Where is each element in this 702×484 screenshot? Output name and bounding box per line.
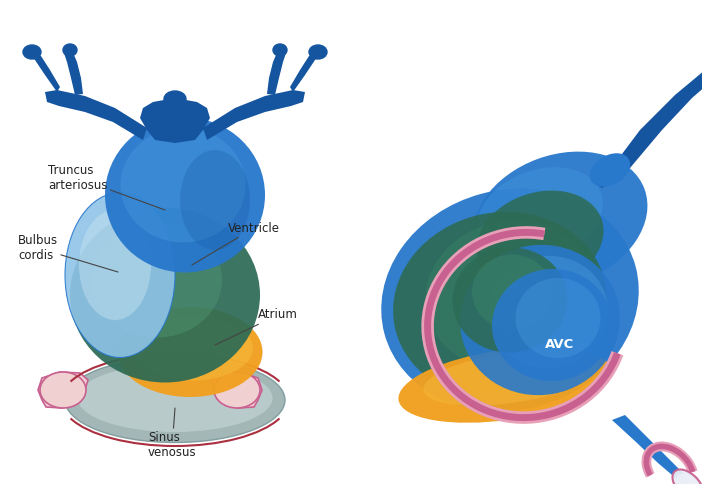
- Ellipse shape: [488, 256, 608, 368]
- Ellipse shape: [164, 91, 186, 107]
- Ellipse shape: [472, 255, 552, 330]
- Text: Bulbus
cordis: Bulbus cordis: [18, 234, 118, 272]
- Ellipse shape: [399, 347, 611, 423]
- Ellipse shape: [65, 193, 175, 358]
- Text: Truncus
arteriosus: Truncus arteriosus: [48, 164, 165, 210]
- Polygon shape: [203, 90, 305, 140]
- Ellipse shape: [590, 154, 630, 186]
- Ellipse shape: [180, 150, 250, 250]
- Ellipse shape: [92, 223, 222, 337]
- Polygon shape: [63, 48, 83, 95]
- Text: AVC: AVC: [545, 338, 575, 351]
- Polygon shape: [592, 60, 702, 188]
- Ellipse shape: [121, 127, 246, 242]
- Polygon shape: [140, 98, 210, 143]
- Ellipse shape: [425, 221, 595, 369]
- Ellipse shape: [423, 350, 597, 406]
- Ellipse shape: [63, 44, 77, 56]
- Ellipse shape: [393, 212, 607, 398]
- Polygon shape: [612, 415, 695, 484]
- Polygon shape: [38, 372, 88, 408]
- Ellipse shape: [273, 44, 287, 56]
- Polygon shape: [27, 48, 60, 92]
- Text: Sinus
node: Sinus node: [0, 483, 1, 484]
- Text: Atrium: Atrium: [215, 308, 298, 345]
- Ellipse shape: [460, 245, 620, 395]
- Ellipse shape: [477, 167, 603, 263]
- Ellipse shape: [453, 247, 567, 352]
- Ellipse shape: [23, 45, 41, 59]
- Polygon shape: [290, 48, 323, 92]
- Ellipse shape: [105, 118, 265, 272]
- Polygon shape: [267, 48, 287, 95]
- Ellipse shape: [472, 151, 647, 288]
- Ellipse shape: [492, 269, 612, 381]
- Ellipse shape: [381, 189, 639, 411]
- Ellipse shape: [40, 372, 86, 408]
- Ellipse shape: [477, 191, 604, 289]
- Ellipse shape: [70, 208, 260, 382]
- Ellipse shape: [515, 278, 600, 358]
- Ellipse shape: [117, 307, 263, 397]
- Ellipse shape: [77, 364, 272, 432]
- Polygon shape: [212, 372, 262, 408]
- Ellipse shape: [677, 474, 699, 484]
- Ellipse shape: [309, 45, 327, 59]
- Ellipse shape: [65, 358, 285, 442]
- Polygon shape: [45, 90, 147, 140]
- Ellipse shape: [673, 469, 702, 484]
- Text: Ventricle: Ventricle: [192, 222, 280, 265]
- Text: Sinus
venosus: Sinus venosus: [148, 408, 197, 459]
- Ellipse shape: [79, 210, 151, 320]
- Ellipse shape: [133, 316, 253, 380]
- Ellipse shape: [214, 372, 260, 408]
